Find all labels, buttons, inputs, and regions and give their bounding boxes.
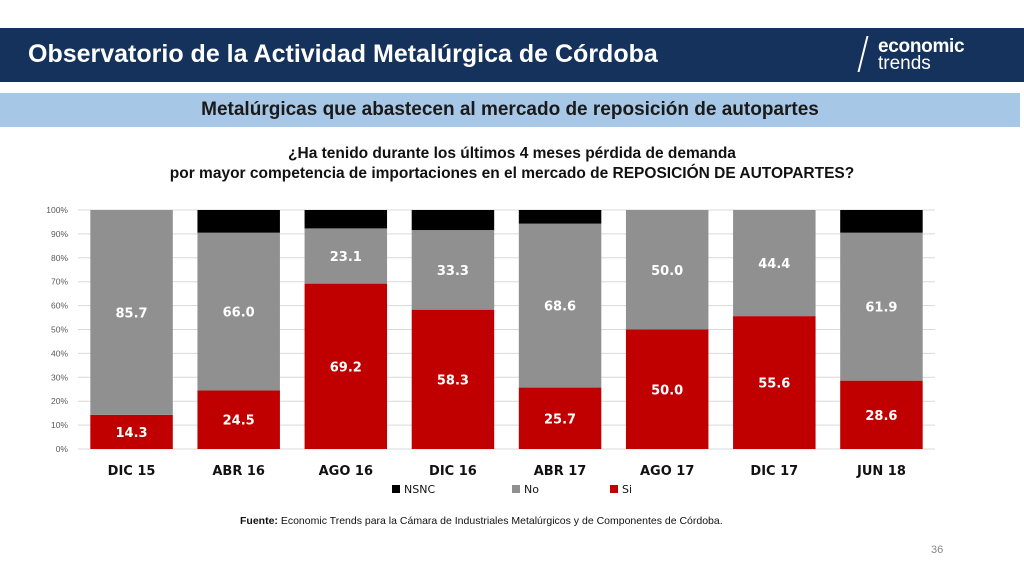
data-label: 44.4 [758,257,790,272]
bar-nsnc [518,210,602,224]
bar-no [840,232,923,381]
x-tick-label: DIC 16 [429,464,477,479]
data-label: 14.3 [116,426,148,441]
data-label: 25.7 [544,412,576,427]
y-tick-label: 100% [46,205,68,215]
bar-no [411,230,495,310]
bar-nsnc [304,210,388,229]
bar-nsnc [197,210,280,233]
data-label: 55.6 [758,377,790,392]
bar-no [733,210,816,317]
x-tick-label: ABR 17 [534,464,587,479]
logo-slash-icon [857,36,869,72]
bar-si [840,380,923,449]
header-banner: Observatorio de la Actividad Metalúrgica… [0,28,1024,82]
data-label: 28.6 [865,409,897,424]
bar-si [625,329,709,449]
bar-no [304,228,388,284]
x-tick-label: AGO 16 [319,464,373,479]
bar-no [197,232,280,391]
bar-no [518,223,602,388]
data-label: 66.0 [223,306,255,321]
stacked-bar-chart: 0% 10% 20% 30% 40% 50% 60% 70% 80% 90% 100% 14.3 85.… [46,205,935,496]
x-tick-label: DIC 17 [750,464,798,479]
legend-label-si: Si [622,483,632,496]
y-tick-label: 50% [51,325,68,335]
y-tick-label: 10% [51,420,68,430]
y-tick-label: 90% [51,229,68,239]
source-label: Fuente: [240,515,278,527]
data-label: 61.9 [865,301,897,316]
y-tick-label: 80% [51,253,68,263]
bar-no [625,210,709,330]
x-tick-label: DIC 15 [108,464,156,479]
bar-si [90,414,173,449]
data-label: 50.0 [651,383,683,398]
data-label: 68.6 [544,300,576,315]
legend-swatch-no [512,485,520,493]
data-label: 33.3 [437,264,469,279]
data-label: 50.0 [651,264,683,279]
bar-si [518,387,602,449]
x-tick-label: ABR 16 [212,464,265,479]
section-bar: Metalúrgicas que abastecen al mercado de… [0,93,1020,127]
question-line-2: por mayor competencia de importaciones e… [169,165,855,182]
y-tick-label: 20% [51,396,68,406]
data-label: 23.1 [330,250,362,265]
bar-nsnc [411,210,495,231]
y-tick-label: 30% [51,372,68,382]
chart-question: ¿Ha tenido durante los últimos 4 meses p… [0,144,1024,184]
y-tick-label: 60% [51,301,68,311]
data-label: 69.2 [330,360,362,375]
bar-si [411,309,495,449]
bar-si [733,316,816,449]
legend-label-nsnc: NSNC [404,483,435,496]
logo-text-trends: trends [878,53,931,74]
bar-si [304,283,388,449]
bar-no [90,210,173,415]
x-tick-label: AGO 17 [640,464,694,479]
y-tick-label: 70% [51,277,68,287]
y-tick-label: 0% [56,444,69,454]
source-note: Fuente: Economic Trends para la Cámara d… [240,515,723,527]
question-line-1: ¿Ha tenido durante los últimos 4 meses p… [288,145,736,162]
economic-trends-logo: economic trends [857,34,1002,78]
legend-swatch-si [610,485,618,493]
page-number: 36 [931,544,944,556]
data-label: 58.3 [437,373,469,388]
legend-label-no: No [524,483,539,496]
data-label: 24.5 [223,414,255,429]
bar-si [197,390,280,449]
logo-text-economic: economic [878,36,965,57]
section-title: Metalúrgicas que abastecen al mercado de… [201,99,819,120]
page-title: Observatorio de la Actividad Metalúrgica… [28,40,658,68]
data-label: 85.7 [116,306,148,321]
bar-nsnc [840,210,923,233]
x-tick-label: JUN 18 [856,464,906,479]
source-text: Economic Trends para la Cámara de Indust… [277,515,723,527]
legend-swatch-nsnc [392,485,400,493]
y-tick-label: 40% [51,348,68,358]
